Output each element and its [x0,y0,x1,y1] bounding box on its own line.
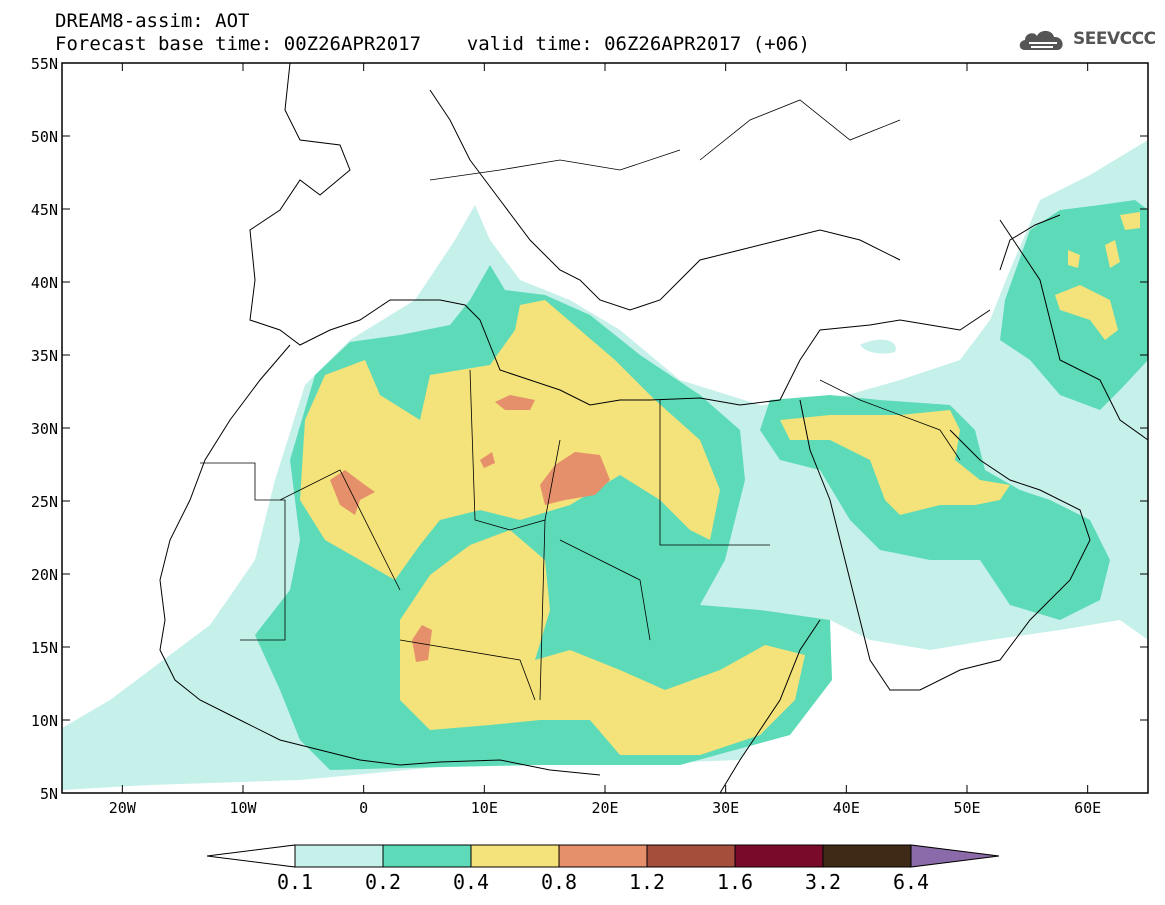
cloud-logo-icon [1019,30,1063,50]
lon-label: 40E [833,799,860,817]
colorbar-upper-arrow [910,844,1000,868]
lat-label: 5N [40,785,58,803]
lon-label: 20W [109,799,137,817]
lon-label: 30E [712,799,739,817]
colorbar-label: 1.6 [717,870,753,894]
colorbar: 0.1 0.2 0.4 0.8 1.2 1.6 3.2 6.4 [206,844,1000,894]
lat-label: 35N [31,347,58,365]
lat-label: 50N [31,128,58,146]
lat-label: 15N [31,639,58,657]
lon-label: 10W [229,799,257,817]
colorbar-swatch [734,844,824,868]
latitude-axis: 55N 50N 45N 40N 35N 30N 25N 20N 15N 10N 5N [31,55,1148,803]
colorbar-label: 0.8 [541,870,577,894]
colorbar-label: 0.2 [365,870,401,894]
forecast-times: Forecast base time: 00Z26APR2017 valid t… [55,33,810,55]
lon-label: 10E [471,799,498,817]
aot-band-0.4 [300,212,1140,755]
country-borders [200,99,961,701]
lat-label: 10N [31,712,58,730]
lat-label: 55N [31,55,58,73]
longitude-axis: 20W 10W 0 10E 20E 30E 40E 50E 60E [109,63,1101,817]
colorbar-swatch [822,844,912,868]
brand-logo: SEEVCCC [1017,26,1156,52]
colorbar-lower-arrow [206,844,296,868]
colorbar-label: 6.4 [893,870,929,894]
lat-label: 30N [31,420,58,438]
aot-band-0.2 [255,200,1148,770]
lon-label: 20E [591,799,618,817]
lon-label: 0 [359,799,368,817]
lat-label: 25N [31,493,58,511]
aot-field [62,140,1148,790]
colorbar-label: 3.2 [805,870,841,894]
lat-label: 45N [31,201,58,219]
colorbar-label: 0.1 [277,870,313,894]
colorbar-swatch [646,844,736,868]
coastlines [159,63,1148,793]
colorbar-swatch [470,844,560,868]
colorbar-swatch [382,844,472,868]
lon-label: 50E [953,799,980,817]
colorbar-swatch [294,844,384,868]
chart-title: DREAM8-assim: AOT [55,10,250,32]
brand-name: SEEVCCC [1073,29,1156,49]
colorbar-label: 1.2 [629,870,665,894]
colorbar-swatch [558,844,648,868]
colorbar-label: 0.4 [453,870,489,894]
lon-label: 60E [1074,799,1101,817]
lat-label: 20N [31,566,58,584]
lat-label: 40N [31,274,58,292]
